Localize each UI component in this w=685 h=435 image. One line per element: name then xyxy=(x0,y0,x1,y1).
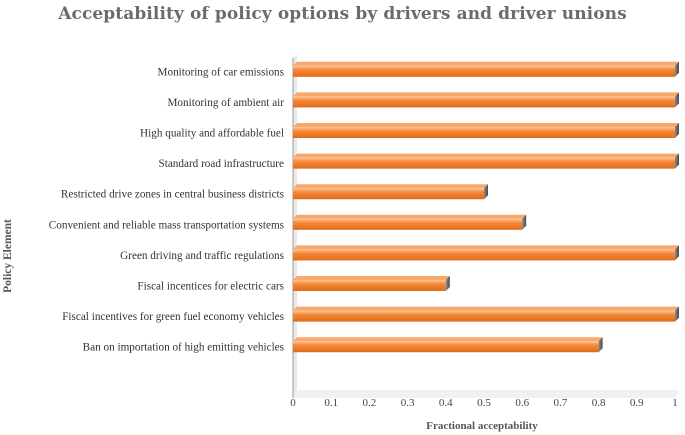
bar-end-cap xyxy=(675,123,679,138)
category-label: Monitoring of ambient air xyxy=(167,97,284,109)
x-tick-label: 0.5 xyxy=(477,397,491,409)
category-label: Monitoring of car emissions xyxy=(158,66,284,78)
bar-top xyxy=(293,276,450,280)
chart-title: Acceptability of policy options by drive… xyxy=(58,4,627,24)
x-tick-label: 0 xyxy=(290,397,296,409)
x-tick-label: 0.6 xyxy=(515,397,529,409)
category-label: Restricted drive zones in central busine… xyxy=(61,189,284,201)
bar xyxy=(293,157,675,169)
bar-end-cap xyxy=(522,214,527,230)
bar-top xyxy=(293,214,527,219)
category-label: Green driving and traffic regulations xyxy=(120,250,284,262)
bar-top xyxy=(293,184,488,189)
category-label: Ban on importation of high emitting vehi… xyxy=(83,342,284,354)
bar xyxy=(293,218,523,230)
bar-end-cap xyxy=(675,61,679,77)
bar-top xyxy=(293,153,679,158)
bar-end-cap xyxy=(675,245,679,261)
bar-top xyxy=(293,245,679,250)
x-axis-label: Fractional acceptability xyxy=(426,420,538,432)
bar-end-cap xyxy=(675,153,679,169)
bar-end-cap xyxy=(598,337,603,353)
x-tick-label: 0.1 xyxy=(324,397,338,409)
category-label: Fiscal incentives for green fuel economy… xyxy=(62,311,284,323)
bar-end-cap xyxy=(675,92,679,108)
bar-end-cap xyxy=(675,306,679,322)
x-tick-label: 0.9 xyxy=(630,397,644,409)
bar xyxy=(293,249,675,261)
x-tick-label: 0.4 xyxy=(439,397,453,409)
axis-floor xyxy=(293,390,679,398)
bar-top xyxy=(293,92,679,97)
bar-top xyxy=(293,123,679,127)
category-label: High quality and affordable fuel xyxy=(140,128,284,140)
bar xyxy=(293,341,599,353)
bar-end-cap xyxy=(445,276,450,291)
bar-end-cap xyxy=(484,184,488,200)
bar xyxy=(293,280,446,291)
bar xyxy=(293,188,484,200)
bar-top xyxy=(293,61,679,66)
x-tick-label: 0.7 xyxy=(554,397,568,409)
category-label: Fiscal incentices for electric cars xyxy=(137,281,284,293)
x-tick-label: 0.2 xyxy=(363,397,377,409)
x-tick-label: 1 xyxy=(672,397,678,409)
bar xyxy=(293,310,675,322)
bar xyxy=(293,127,675,138)
category-label: Standard road infrastructure xyxy=(159,158,285,170)
x-tick-label: 0.3 xyxy=(401,397,415,409)
x-tick-label: 0.8 xyxy=(592,397,606,409)
bar xyxy=(293,96,675,108)
bar-top xyxy=(293,306,679,311)
bar xyxy=(293,65,675,77)
category-label: Convenient and reliable mass transportat… xyxy=(49,219,284,231)
bar-top xyxy=(293,337,603,342)
